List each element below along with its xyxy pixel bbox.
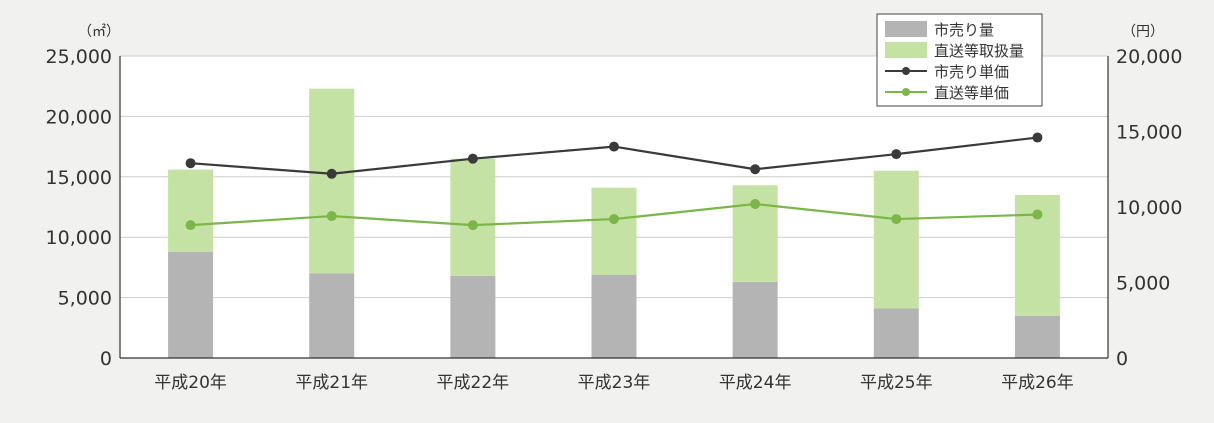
bar-segment	[873, 170, 919, 309]
series-point	[750, 164, 761, 175]
bar-segment	[1014, 315, 1060, 358]
series-point	[1032, 132, 1043, 143]
legend-swatch	[885, 21, 927, 37]
bar-segment	[168, 251, 214, 358]
legend-swatch	[885, 42, 927, 58]
right-tick-label: 10,000	[1116, 197, 1182, 219]
left-tick-label: 0	[100, 348, 112, 370]
series-point	[609, 214, 619, 225]
series-point	[185, 220, 196, 231]
series-point	[185, 158, 196, 169]
series-point	[891, 149, 902, 160]
left-tick-label: 5,000	[58, 288, 112, 310]
series-point	[467, 220, 478, 231]
x-tick-label: 平成26年	[1001, 373, 1074, 393]
bar-segment	[591, 274, 637, 358]
bar-segment	[168, 169, 214, 252]
legend-label: 市売り量	[934, 21, 994, 39]
x-tick-label: 平成22年	[437, 373, 510, 393]
series-point	[609, 141, 619, 152]
axes	[119, 56, 1109, 359]
right-tick-label: 5,000	[1116, 273, 1170, 295]
series-point	[891, 214, 902, 225]
right-axis-unit: （円）	[1122, 24, 1164, 40]
legend-label: 市売り単価	[934, 63, 1009, 81]
right-tick-label: 20,000	[1116, 46, 1182, 68]
left-axis-unit: （㎡）	[78, 24, 120, 40]
axis-labels: 0 5,000 10,000 15,000 20,000 25,000 0 5,000 10,0…	[46, 24, 1183, 393]
x-tick-label: 平成21年	[295, 373, 368, 393]
series-point	[326, 168, 337, 179]
legend-label: 直送等単価	[934, 84, 1009, 102]
x-tick-label: 平成20年	[154, 373, 227, 393]
bars	[168, 88, 1060, 358]
x-tick-label: 平成25年	[860, 373, 933, 393]
bar-segment	[309, 273, 355, 358]
x-tick-label: 平成23年	[578, 373, 651, 393]
left-tick-label: 15,000	[46, 167, 112, 189]
series-point	[326, 211, 337, 222]
x-tick-label: 平成24年	[719, 373, 792, 393]
bar-segment	[450, 158, 496, 276]
series-point	[750, 198, 761, 209]
bar-segment	[309, 88, 355, 274]
legend-label: 直送等取扱量	[934, 42, 1024, 60]
series-point	[467, 153, 478, 164]
bar-segment	[732, 281, 778, 358]
bar-segment	[591, 187, 637, 275]
bar-segment	[450, 275, 496, 358]
left-tick-label: 20,000	[46, 106, 112, 128]
right-tick-label: 0	[1116, 348, 1128, 370]
legend-marker	[902, 67, 910, 75]
series-point	[1032, 209, 1043, 220]
bar-segment	[873, 308, 919, 358]
right-tick-label: 15,000	[1116, 122, 1182, 144]
lines	[185, 132, 1043, 231]
left-tick-label: 10,000	[46, 227, 112, 249]
legend-marker	[902, 88, 910, 96]
left-tick-label: 25,000	[46, 46, 112, 68]
